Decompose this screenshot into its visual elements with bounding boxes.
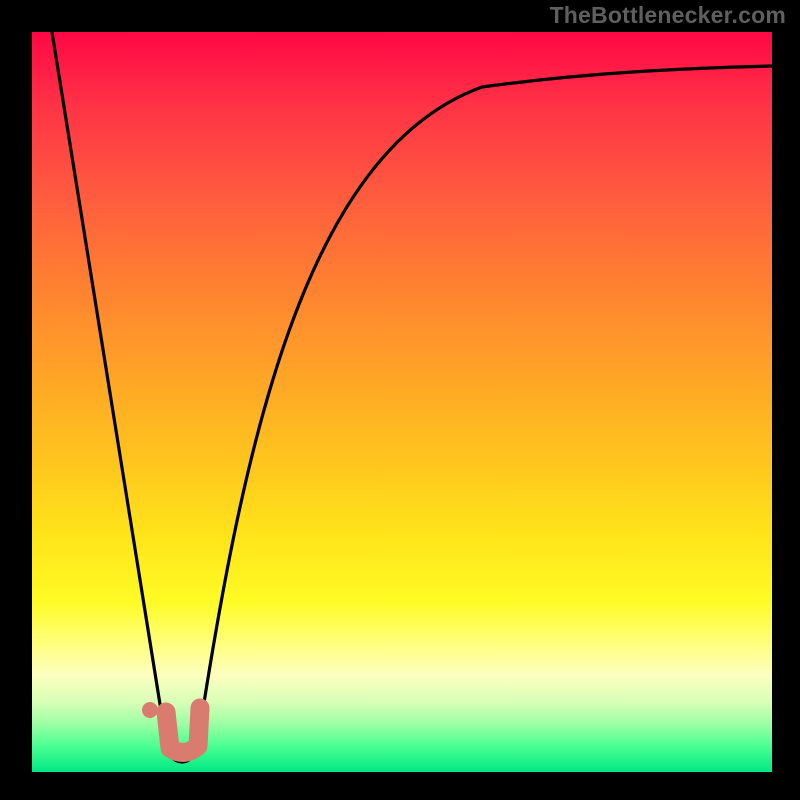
page-root: TheBottlenecker.com — [0, 0, 800, 800]
plot-area — [32, 32, 772, 772]
bottleneck-curve — [52, 32, 772, 762]
marker-hook — [166, 708, 200, 753]
attribution-text: TheBottlenecker.com — [550, 2, 786, 29]
marker-dot — [142, 702, 158, 718]
chart-svg — [32, 32, 772, 772]
